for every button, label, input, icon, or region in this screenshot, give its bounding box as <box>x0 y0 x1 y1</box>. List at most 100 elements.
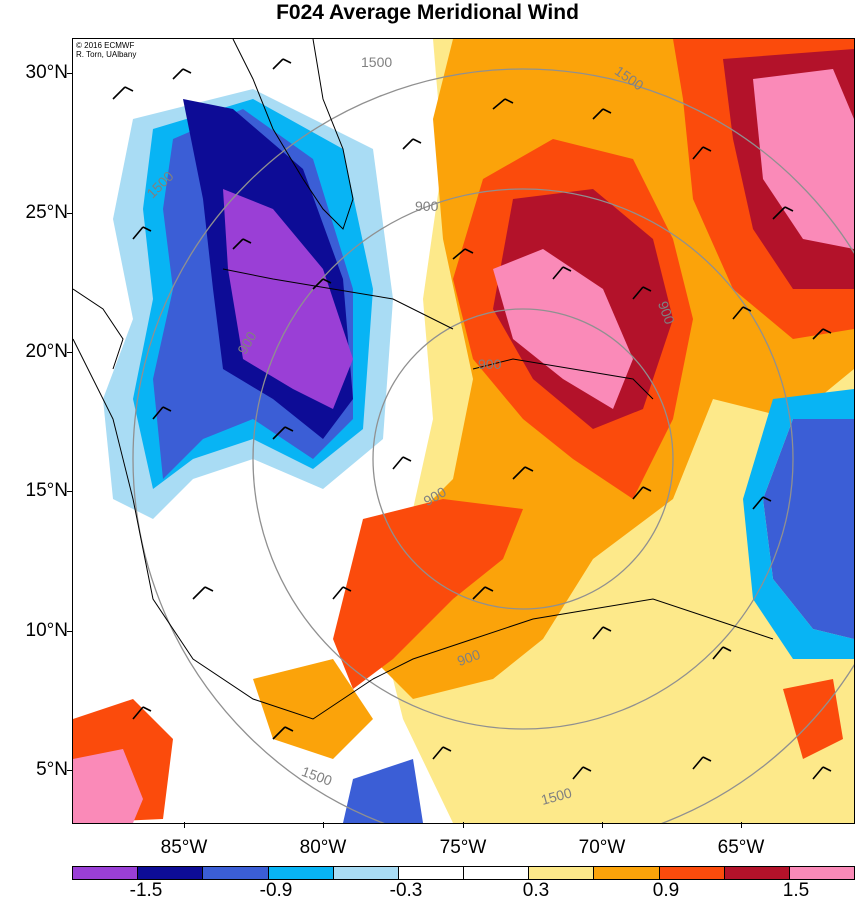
colorbar-swatch <box>789 867 855 879</box>
colorbar-label: 1.5 <box>782 880 810 901</box>
wind-barb <box>232 238 252 250</box>
range-ring-label: 1500 <box>361 54 392 70</box>
lat-label: 30°N <box>25 62 68 83</box>
wind-barb <box>632 286 652 300</box>
range-ring-label: 900 <box>455 646 483 669</box>
colorbar-swatch <box>398 867 465 879</box>
wind-barb <box>692 756 712 770</box>
colorbar-label: -0.9 <box>259 880 293 901</box>
shade-pink-east <box>493 249 633 409</box>
lat-label: 15°N <box>25 480 68 501</box>
range-ring-label: 900 <box>655 299 678 327</box>
lat-tick <box>67 631 73 632</box>
wind-barb <box>272 58 292 70</box>
florida-coast <box>232 39 354 230</box>
colorbar-swatch <box>529 867 595 879</box>
map-svg: 1500 1500 900 900 900 900 900 900 1500 1… <box>73 39 854 823</box>
range-ring-inner <box>372 308 674 610</box>
lat-label: 10°N <box>25 620 68 641</box>
colorbar <box>72 866 855 880</box>
colorbar-swatch <box>73 867 139 879</box>
wind-barb <box>812 328 832 340</box>
wind-barb <box>272 426 294 440</box>
lon-tick <box>323 822 324 828</box>
wind-barb <box>152 406 172 420</box>
shade-red-south <box>333 499 523 689</box>
colorbar-swatch <box>203 867 269 879</box>
lat-label: 25°N <box>25 202 68 223</box>
central-america-coast <box>73 338 374 720</box>
colorbar-swatch <box>724 867 790 879</box>
credit-box: © 2016 ECMWF R. Torn, UAlbany <box>76 41 136 59</box>
wind-barb <box>452 248 474 260</box>
wind-barb <box>112 86 134 100</box>
lon-label: 75°W <box>439 837 487 858</box>
lon-label: 80°W <box>299 837 347 858</box>
colorbar-swatch <box>333 867 399 879</box>
range-ring-label: 900 <box>478 356 502 372</box>
range-rings <box>132 68 854 823</box>
wind-barb <box>552 266 572 280</box>
shade-cyan-east <box>743 389 854 659</box>
range-ring-label: 1500 <box>300 763 335 789</box>
wind-barb <box>572 766 592 780</box>
credit-line: © 2016 ECMWF <box>76 41 135 50</box>
lat-tick <box>67 770 73 771</box>
wind-barb <box>752 496 772 510</box>
colorbar-swatch <box>138 867 204 879</box>
lon-tick <box>602 822 603 828</box>
lon-tick <box>463 822 464 828</box>
wind-barb <box>592 626 612 640</box>
south-america-coast <box>372 598 774 680</box>
wind-barb <box>132 706 152 720</box>
wind-barb <box>312 278 332 290</box>
range-ring-middle <box>252 188 794 730</box>
shade-pink-sw <box>73 749 143 823</box>
colorbar-label: -0.3 <box>389 880 423 901</box>
cuba-coast <box>222 268 454 330</box>
coastlines <box>73 39 774 720</box>
wind-barb <box>272 726 294 740</box>
wind-barb <box>732 306 752 320</box>
lat-tick <box>67 352 73 353</box>
wind-barb <box>192 586 214 600</box>
shade-blue-east <box>763 409 854 639</box>
wind-barb <box>512 466 534 480</box>
colorbar-swatch <box>659 867 725 879</box>
colorbar-label: 0.3 <box>522 880 550 901</box>
wind-barb <box>592 108 612 120</box>
shade-orange-south <box>253 659 373 759</box>
wind-barb <box>172 68 192 80</box>
lat-tick <box>67 73 73 74</box>
wind-shading <box>73 39 854 823</box>
shade-purple-west <box>223 189 353 409</box>
range-ring-outer <box>132 68 854 823</box>
wind-barb <box>692 146 712 160</box>
shade-blue-south <box>343 759 423 823</box>
lon-label: 65°W <box>717 837 765 858</box>
colorbar-label: -1.5 <box>129 880 163 901</box>
lat-label: 5°N <box>36 759 68 780</box>
wind-barb <box>472 586 494 600</box>
colorbar-label: 0.9 <box>652 880 680 901</box>
range-ring-label: 1500 <box>539 784 573 808</box>
wind-barb <box>432 746 452 760</box>
colorbar-swatch <box>268 867 334 879</box>
wind-barb <box>772 206 794 220</box>
lat-tick <box>67 213 73 214</box>
colorbar-swatch <box>594 867 660 879</box>
lon-label: 85°W <box>160 837 208 858</box>
shade-pink-ne <box>753 69 854 249</box>
wind-barb <box>712 646 732 660</box>
wind-barb <box>132 226 152 240</box>
chart-title: F024 Average Meridional Wind <box>276 1 579 24</box>
wind-barb <box>402 138 422 150</box>
range-ring-label: 900 <box>415 198 439 214</box>
map-panel: 1500 1500 900 900 900 900 900 900 1500 1… <box>72 38 855 824</box>
lon-tick <box>184 822 185 828</box>
colorbar-swatch <box>464 867 530 879</box>
credit-line: R. Torn, UAlbany <box>76 50 137 59</box>
lat-tick <box>67 491 73 492</box>
wind-barbs <box>112 58 832 780</box>
lon-label: 70°W <box>578 837 626 858</box>
